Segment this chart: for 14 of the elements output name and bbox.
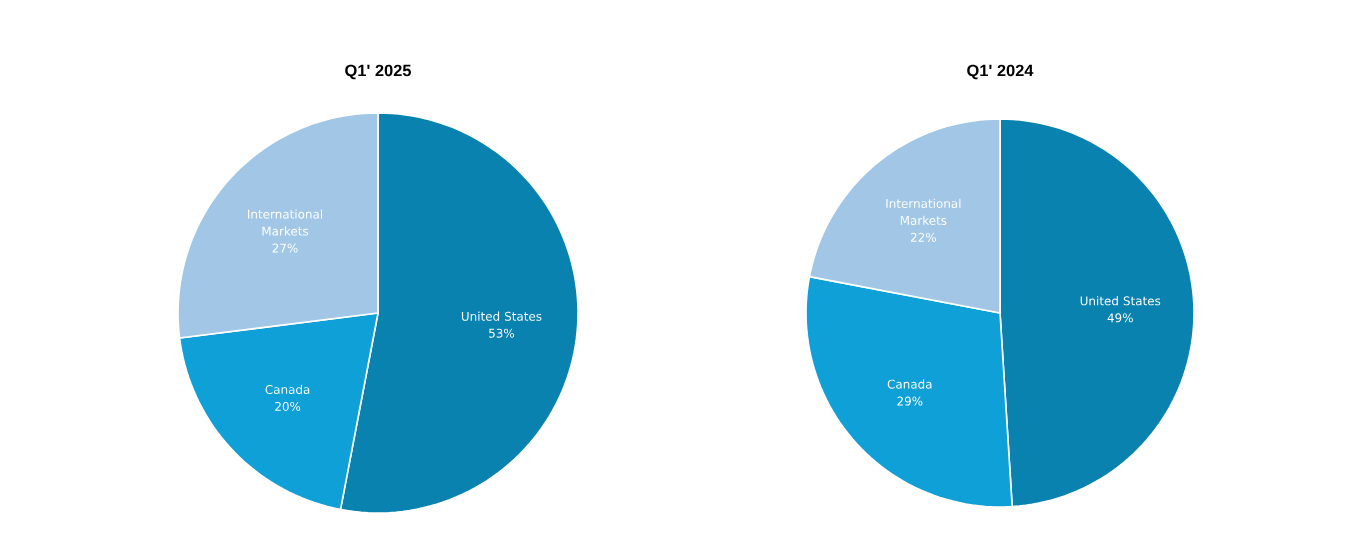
slice-label: United States — [461, 311, 542, 321]
chart-title: Q1' 2025 — [345, 64, 412, 80]
data-label: 49% — [1107, 313, 1133, 323]
data-label: 53% — [489, 328, 515, 338]
data-label: 22% — [910, 232, 936, 242]
slice-label: Canada — [887, 379, 932, 389]
slice-label: International Markets — [248, 209, 323, 236]
data-label: 20% — [275, 401, 301, 411]
slice-label: United States — [1080, 296, 1161, 306]
data-label: 29% — [897, 396, 923, 406]
slice-label: International Markets — [886, 198, 961, 225]
slice-label: Canada — [265, 384, 310, 395]
data-label: 27% — [272, 243, 298, 253]
chart-title: Q1' 2024 — [967, 64, 1034, 80]
